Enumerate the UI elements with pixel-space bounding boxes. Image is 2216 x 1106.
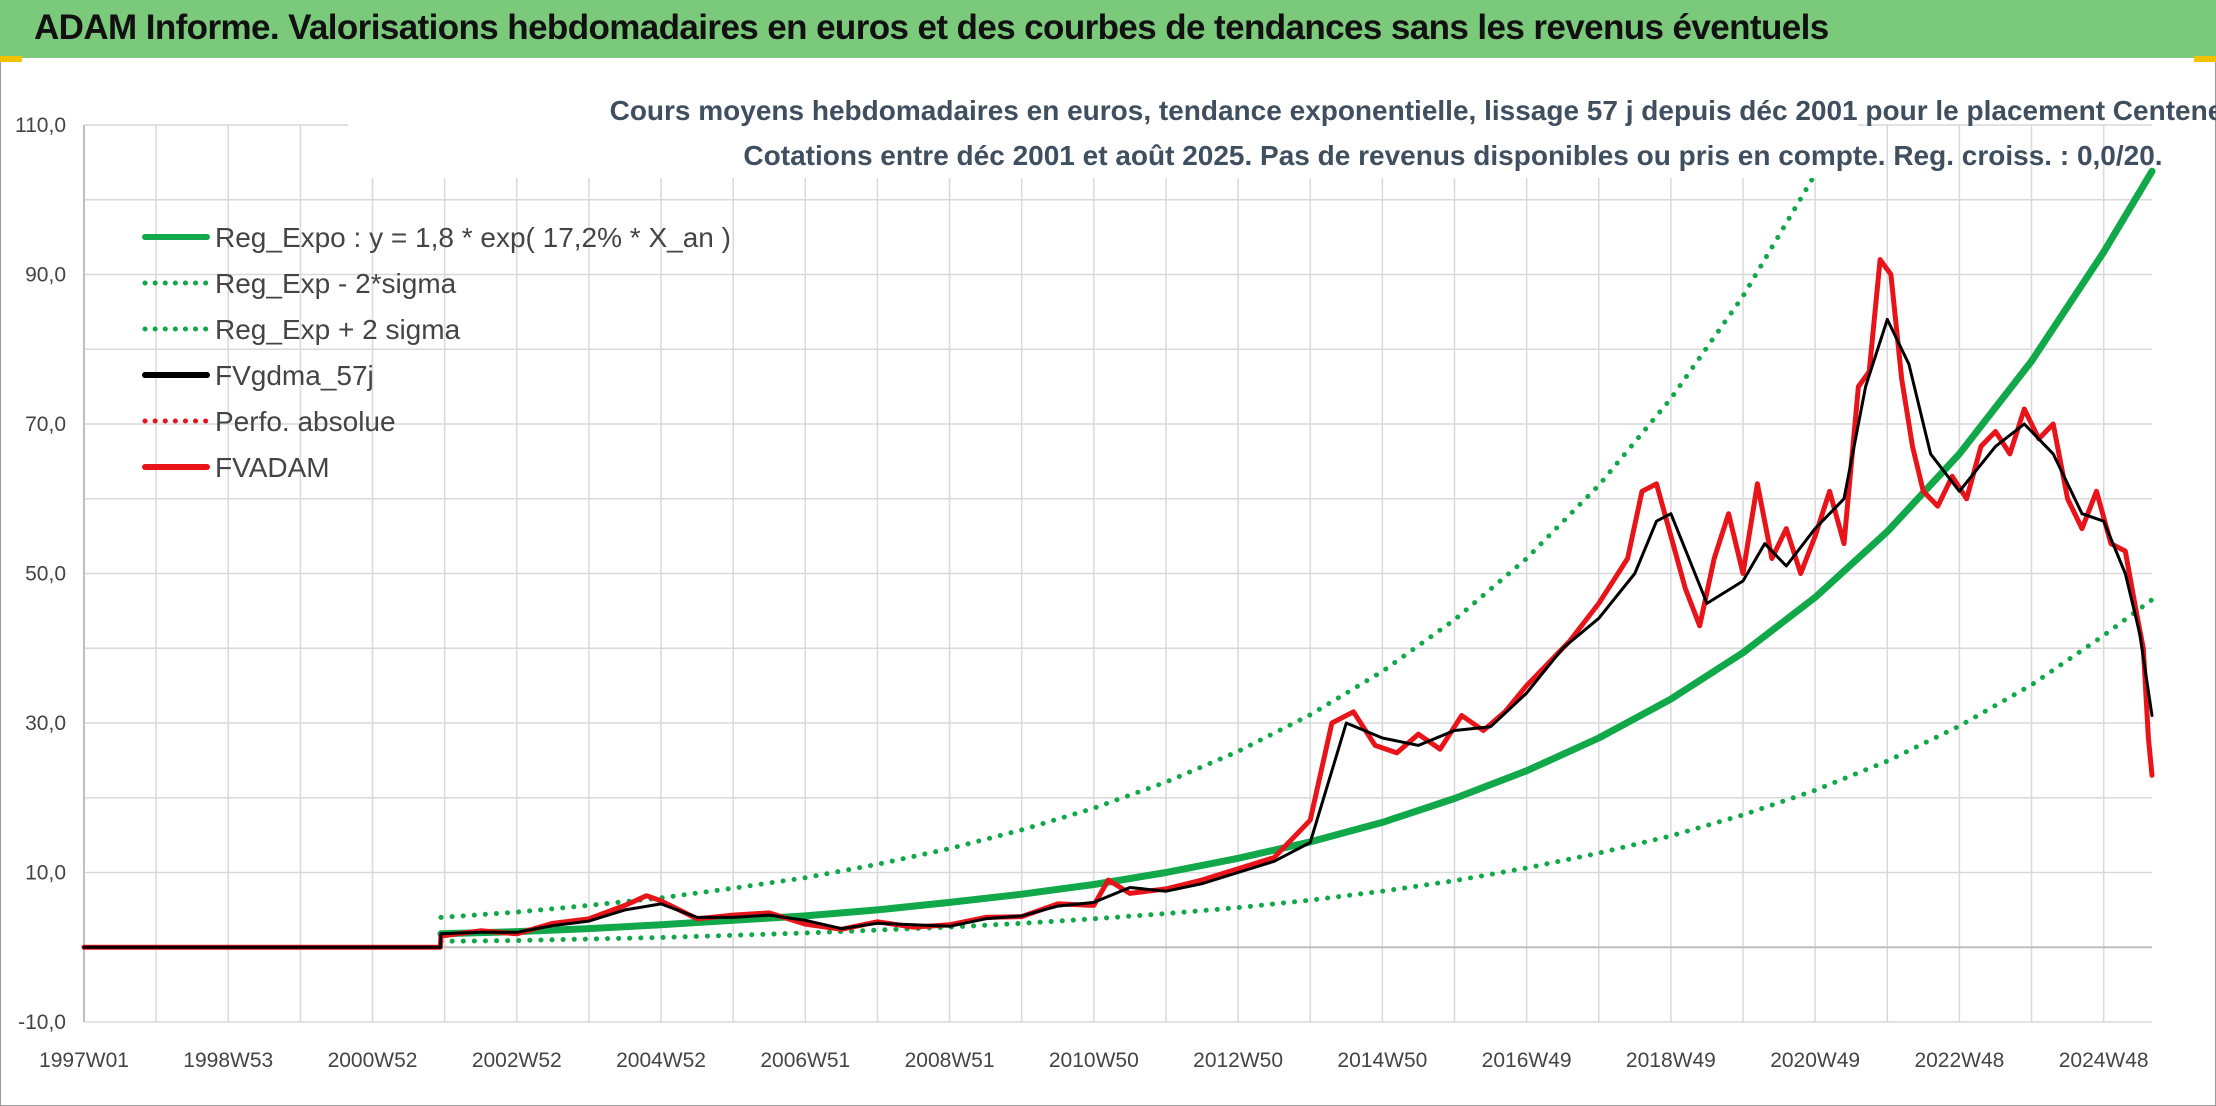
legend-label: FVgdma_57j [215, 360, 374, 391]
x-tick-label: 1997W01 [39, 1049, 129, 1072]
x-tick-label: 2022W48 [1914, 1049, 2004, 1072]
chart-series [81, 122, 2156, 950]
corner-marker-right [2194, 56, 2216, 62]
x-tick-label: 2020W49 [1770, 1049, 1860, 1072]
x-tick-label: 2008W51 [905, 1049, 995, 1072]
corner-marker-left [0, 56, 22, 62]
chart-title: Cours moyens hebdomadaires en euros, ten… [610, 95, 2216, 126]
x-tick-label: 1998W53 [183, 1049, 273, 1072]
x-tick-label: 2010W50 [1049, 1049, 1139, 1072]
y-tick-label: 90,0 [25, 264, 66, 287]
x-tick-label: 2012W50 [1193, 1049, 1283, 1072]
y-tick-label: 50,0 [25, 563, 66, 586]
y-tick-label: 70,0 [25, 413, 66, 436]
page-title: ADAM Informe. Valorisations hebdomadaire… [34, 8, 1829, 47]
x-tick-label: 2014W50 [1337, 1049, 1427, 1072]
x-tick-label: 2024W48 [2059, 1049, 2149, 1072]
chart-subtitle: Cotations entre déc 2001 et août 2025. P… [743, 140, 2162, 171]
y-tick-label: -10,0 [18, 1011, 66, 1034]
legend-label: Reg_Expo : y = 1,8 * exp( 17,2% * X_an ) [215, 222, 731, 253]
chart-grid [83, 124, 2152, 1023]
chart-ticks: -10,0 10,0 30,0 50,0 70,0 90,0 110,0 1997W01 199… [15, 114, 2149, 1072]
legend-label: Perfo. absolue [215, 406, 396, 437]
y-tick-label: 10,0 [25, 862, 66, 885]
legend-label: Reg_Exp - 2*sigma [215, 268, 457, 299]
series-line-5 [81, 257, 2155, 950]
y-tick-label: 110,0 [15, 114, 66, 137]
legend-label: Reg_Exp + 2 sigma [215, 314, 461, 345]
series-line-3 [82, 317, 2154, 949]
y-tick-label: 30,0 [25, 712, 66, 735]
chart-title-group: Cours moyens hebdomadaires en euros, ten… [348, 88, 2216, 178]
chart-legend: Reg_Expo : y = 1,8 * exp( 17,2% * X_an )… [142, 222, 731, 483]
x-tick-label: 2004W52 [616, 1049, 706, 1072]
chart-title-background [348, 88, 1858, 178]
x-tick-label: 2018W49 [1626, 1049, 1716, 1072]
x-tick-label: 2006W51 [760, 1049, 850, 1072]
header-bar: ADAM Informe. Valorisations hebdomadaire… [0, 0, 2216, 58]
series-line-1 [438, 597, 2155, 944]
x-tick-label: 2000W52 [328, 1049, 418, 1072]
series-line-2 [438, 122, 1843, 920]
x-tick-label: 2016W49 [1482, 1049, 1572, 1072]
series-line-0 [437, 167, 2156, 938]
legend-label: FVADAM [215, 452, 330, 483]
x-tick-label: 2002W52 [472, 1049, 562, 1072]
